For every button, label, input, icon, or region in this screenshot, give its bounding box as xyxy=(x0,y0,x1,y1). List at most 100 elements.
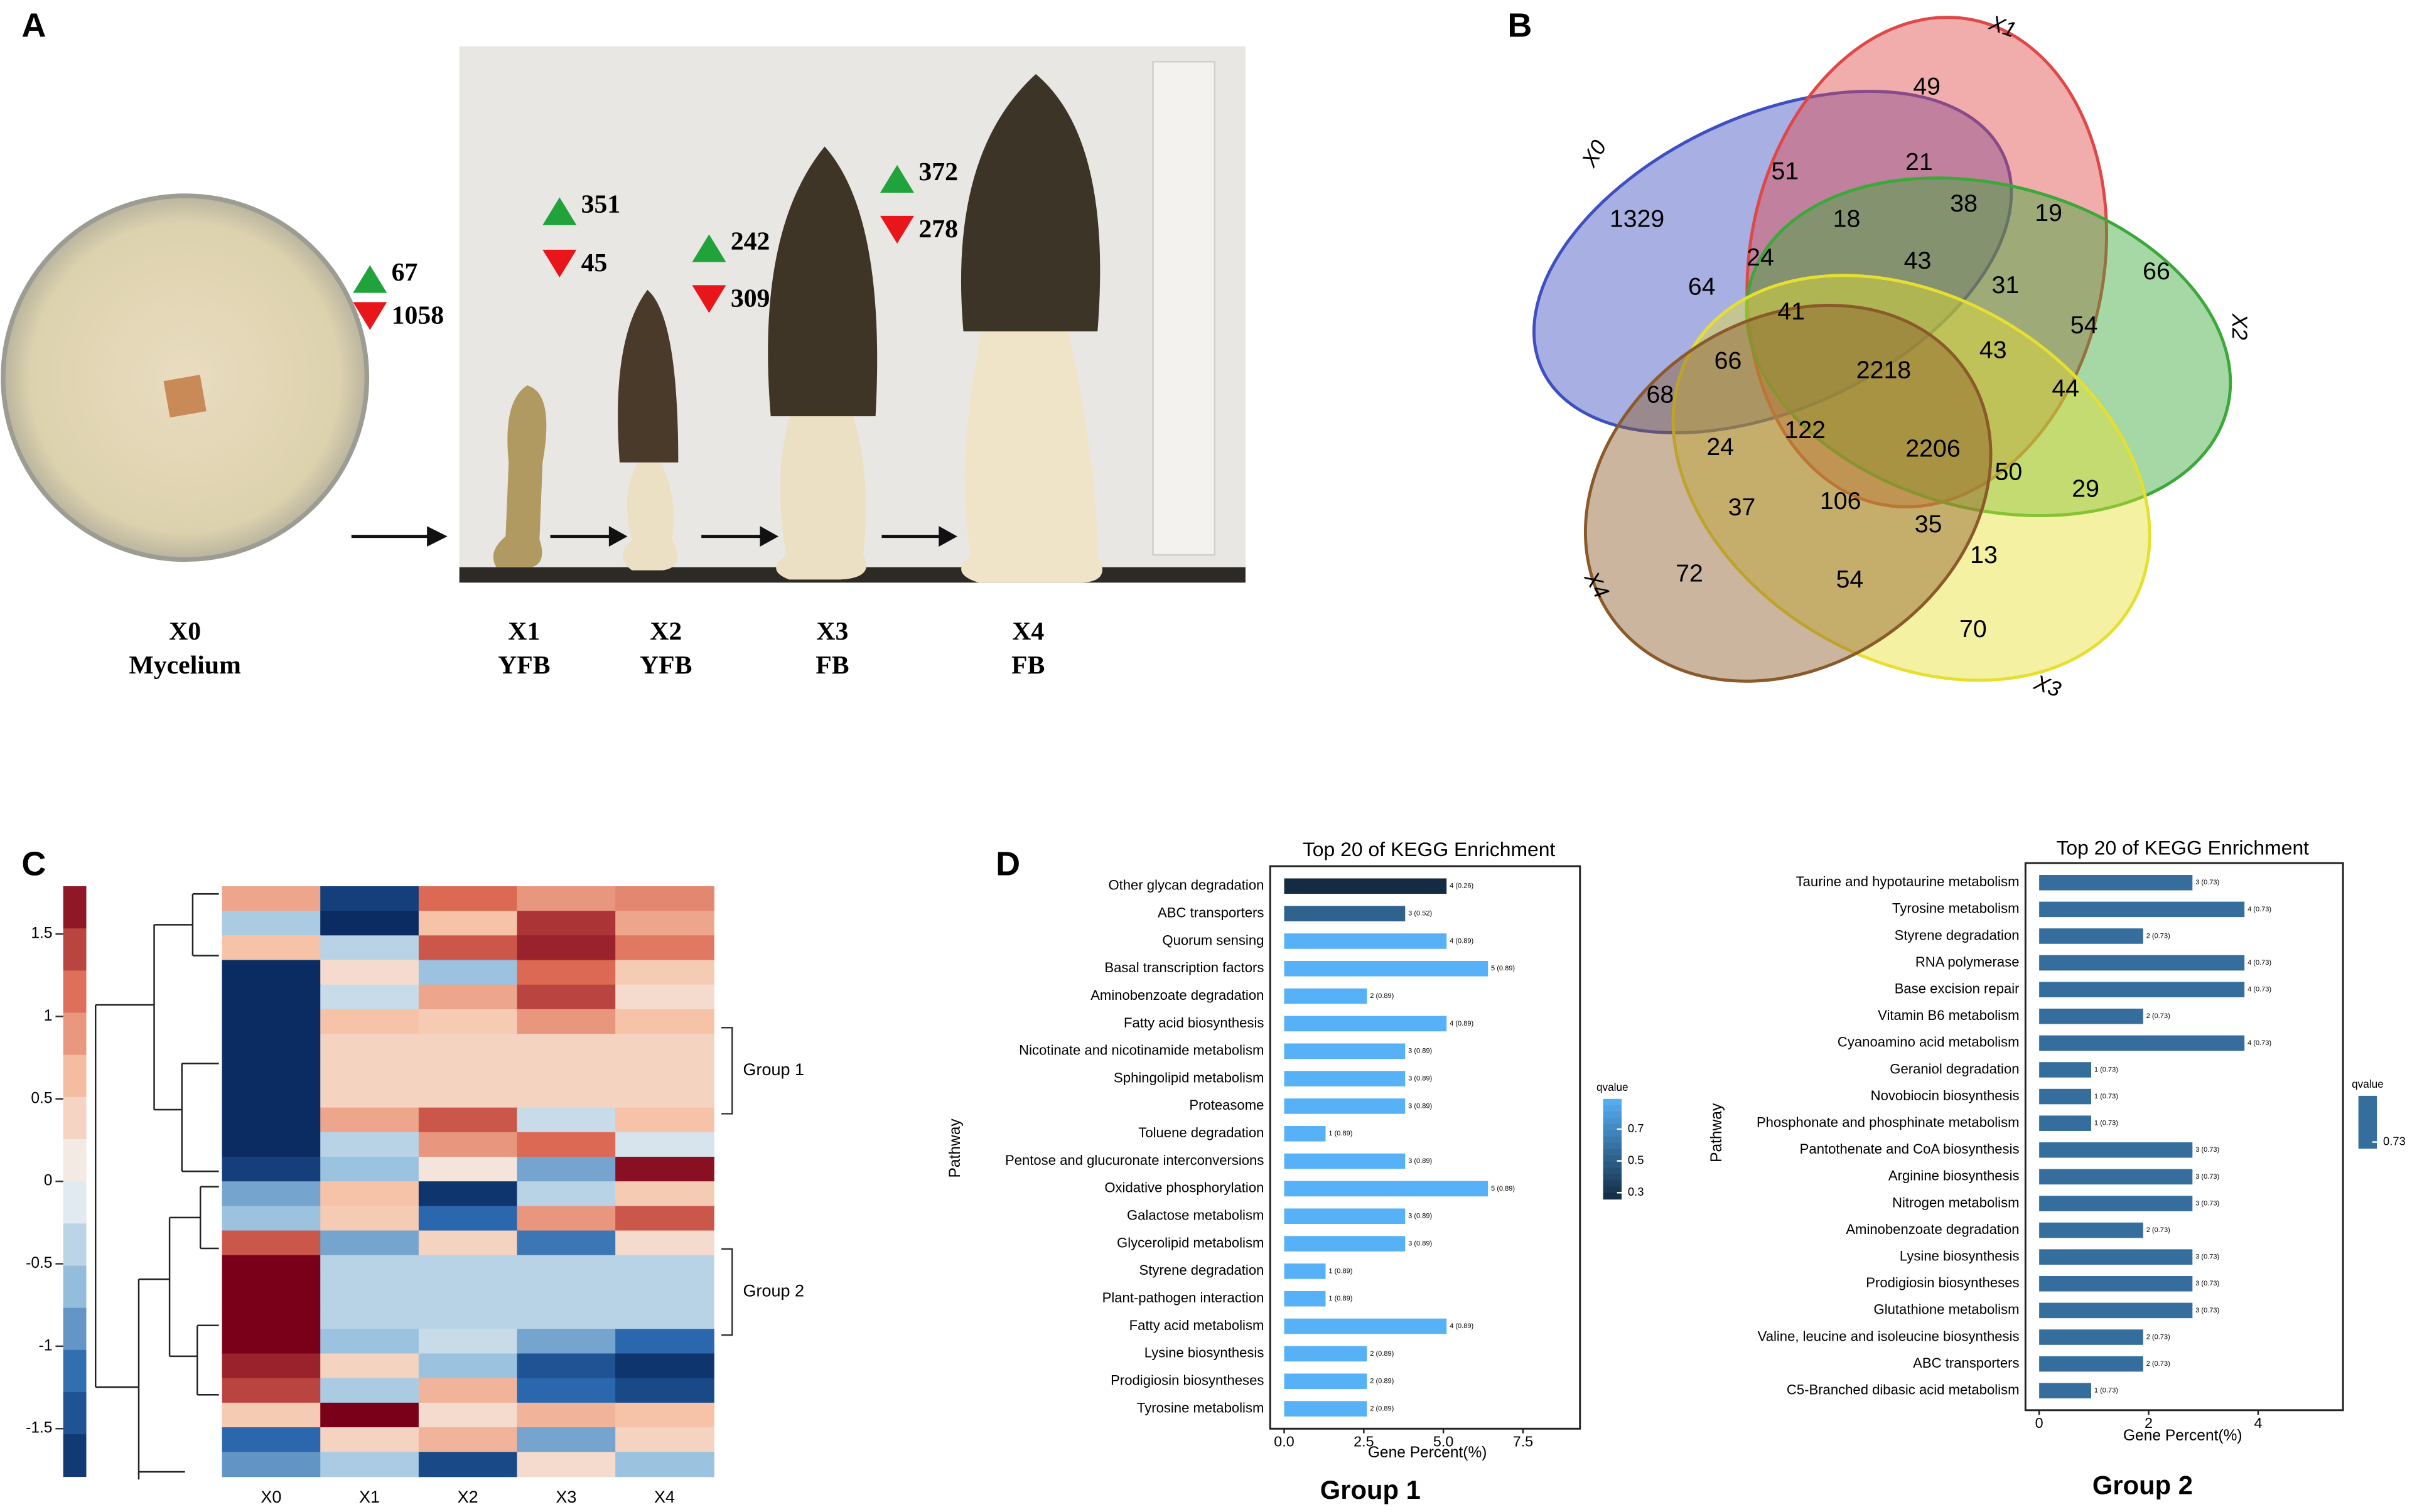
bar xyxy=(2039,1008,2143,1024)
category-label: Tyrosine metabolism xyxy=(1137,1400,1264,1415)
category-label: Tyrosine metabolism xyxy=(1892,901,2019,916)
category-label: Styrene degradation xyxy=(1895,927,2020,943)
colorbar-step xyxy=(2358,1118,2377,1123)
heatmap-cell xyxy=(517,1279,616,1306)
heatmap-cell xyxy=(418,1034,518,1059)
heatmap-cell xyxy=(517,911,616,936)
x-axis-label: Gene Percent(%) xyxy=(2123,1427,2242,1444)
colorbar-tick-label: 0.5 xyxy=(1628,1153,1644,1166)
heatmap-cell xyxy=(615,1279,714,1306)
column-label: X3 xyxy=(556,1488,576,1506)
bar-label: 4 (0.73) xyxy=(2247,959,2271,967)
heatmap-cell xyxy=(615,1304,714,1330)
heatmap-cell xyxy=(320,1206,419,1231)
venn-count: 106 xyxy=(1820,487,1861,515)
x-tick-label: 2.5 xyxy=(1354,1434,1374,1450)
colorbar-step xyxy=(1603,1186,1622,1194)
heatmap-cell xyxy=(222,1452,321,1477)
heatmap-cell xyxy=(320,1058,419,1084)
stage-label: YFB xyxy=(640,651,692,680)
bar-label: 4 (0.73) xyxy=(2247,906,2271,913)
bar xyxy=(2039,955,2245,971)
venn-count: 68 xyxy=(1647,381,1674,409)
heatmap-cell xyxy=(418,1353,518,1379)
heatmap-cell xyxy=(418,1058,518,1084)
group-bracket xyxy=(721,1248,733,1336)
panel-label: D xyxy=(996,845,1020,882)
x-axis-label: Gene Percent(%) xyxy=(1368,1444,1487,1461)
colorbar-step xyxy=(2358,1099,2377,1103)
heatmap-cell xyxy=(517,1034,616,1059)
heatmap-cell xyxy=(517,1181,616,1207)
venn-count: 50 xyxy=(1994,458,2022,485)
heatmap-cell xyxy=(615,1452,714,1477)
heatmap-cell xyxy=(320,1378,419,1403)
heatmap-cell xyxy=(222,1083,321,1108)
down-count: 45 xyxy=(581,249,608,277)
down-arrow xyxy=(692,285,726,313)
venn-set xyxy=(1532,90,2013,435)
bar-label: 2 (0.73) xyxy=(2146,1360,2170,1368)
category-label: Proteasome xyxy=(1189,1097,1264,1113)
group-label: Group 1 xyxy=(743,1060,804,1079)
panel-label: A xyxy=(21,7,46,45)
up-count: 372 xyxy=(918,158,958,186)
colorbar-step xyxy=(63,1349,87,1393)
colorbar-step xyxy=(1603,1155,1622,1162)
bar xyxy=(2039,1196,2193,1211)
colorbar-step xyxy=(63,1307,87,1351)
heatmap-cell xyxy=(320,1230,419,1256)
stage-name: X4 xyxy=(1012,617,1044,646)
heatmap-cell xyxy=(222,1427,321,1453)
heatmap-cell xyxy=(418,1083,518,1108)
heatmap-cell xyxy=(418,1452,518,1477)
category-label: Nitrogen metabolism xyxy=(1892,1194,2019,1210)
y-axis-label: Pathway xyxy=(1708,1103,1725,1162)
bar-label: 5 (0.89) xyxy=(1491,965,1515,972)
colorbar-step xyxy=(2358,1129,2377,1133)
venn-set-label: X3 xyxy=(2030,670,2064,702)
colorbar-step xyxy=(1603,1136,1622,1144)
colorbar-tick-label: 0.3 xyxy=(1628,1185,1644,1198)
category-label: Nicotinate and nicotinamide metabolism xyxy=(1019,1043,1264,1058)
venn-count: 44 xyxy=(2052,375,2079,402)
venn-count: 54 xyxy=(2070,311,2098,339)
bar xyxy=(2039,1088,2091,1105)
venn-count: 18 xyxy=(1833,205,1861,233)
heatmap-cell xyxy=(418,911,518,936)
bar-label: 3 (0.89) xyxy=(1408,1157,1432,1165)
x-tick-label: 0.0 xyxy=(1274,1434,1294,1450)
heatmap-cell xyxy=(517,1083,616,1108)
bar-label: 3 (0.73) xyxy=(2195,1253,2219,1261)
bar-label: 2 (0.89) xyxy=(1370,1378,1394,1385)
venn-count: 43 xyxy=(1979,336,2007,363)
heatmap-cell xyxy=(517,1427,616,1453)
colorbar-title: qvalue xyxy=(1596,1081,1628,1093)
heatmap-cell xyxy=(222,1353,321,1379)
bar xyxy=(2039,1275,2193,1292)
x-tick-label: 5.0 xyxy=(1433,1434,1453,1450)
category-label: Pentose and glucuronate interconversions xyxy=(1005,1152,1264,1168)
heatmap-cell xyxy=(320,1329,419,1354)
bar-label: 2 (0.73) xyxy=(2146,1012,2170,1020)
venn-set xyxy=(1584,304,1993,683)
venn-count: 49 xyxy=(1913,72,1941,100)
column-label: X2 xyxy=(458,1488,478,1506)
venn-set-label: X0 xyxy=(1577,136,1611,171)
category-label: Fatty acid biosynthesis xyxy=(1124,1015,1264,1031)
heatmap-cell xyxy=(418,1279,518,1306)
venn-count: 38 xyxy=(1950,190,1978,217)
bar-label: 2 (0.89) xyxy=(1370,1405,1394,1412)
petri-dish-photo xyxy=(1,193,370,562)
heatmap-cell xyxy=(517,1304,616,1330)
heatmap-cell xyxy=(517,1452,616,1477)
category-label: Vitamin B6 metabolism xyxy=(1878,1007,2019,1023)
heatmap-cell xyxy=(615,984,714,1010)
heatmap-cell xyxy=(320,1083,419,1108)
bar-label: 1 (0.73) xyxy=(2094,1066,2118,1073)
category-label: Aminobenzoate degradation xyxy=(1846,1221,2019,1237)
heatmap-cell xyxy=(615,1255,714,1280)
heatmap-cell xyxy=(418,1378,518,1403)
heatmap-cell xyxy=(222,1107,321,1133)
heatmap-cell xyxy=(222,935,321,961)
